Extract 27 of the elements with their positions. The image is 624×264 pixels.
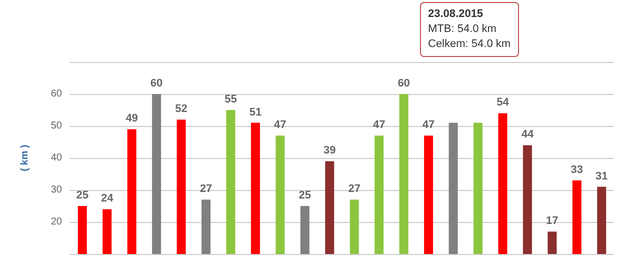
data-label: 51: [249, 106, 262, 118]
data-label: 31: [596, 170, 608, 182]
data-label: 25: [298, 190, 312, 202]
data-label: 47: [422, 119, 435, 132]
data-label: 49: [126, 112, 138, 125]
data-label: 33: [570, 164, 584, 176]
data-label: 25: [76, 190, 88, 202]
data-label: 24: [100, 192, 114, 205]
data-label: 47: [372, 119, 386, 132]
y-axis-title: ( km ): [20, 144, 30, 172]
data-label: 54: [496, 96, 510, 109]
y-tick-label: 40: [50, 152, 62, 164]
y-tick-label: 50: [50, 120, 62, 132]
y-tick-label: 60: [50, 88, 62, 100]
y-tick-label: 20: [50, 216, 62, 228]
data-label: 27: [348, 183, 360, 196]
data-label: 39: [324, 144, 336, 157]
data-label: 17: [546, 215, 558, 228]
data-label: 47: [274, 119, 286, 132]
data-label: 60: [398, 78, 410, 90]
data-label: 27: [200, 183, 212, 196]
y-tick-label: 30: [50, 184, 62, 196]
tooltip: 23.08.2015 MTB: 54.0 km Celkem: 54.0 km: [420, 2, 519, 57]
data-label: 52: [175, 103, 188, 116]
data-label: 55: [224, 94, 237, 106]
data-label: 44: [521, 128, 534, 141]
data-label: 60: [150, 78, 163, 90]
